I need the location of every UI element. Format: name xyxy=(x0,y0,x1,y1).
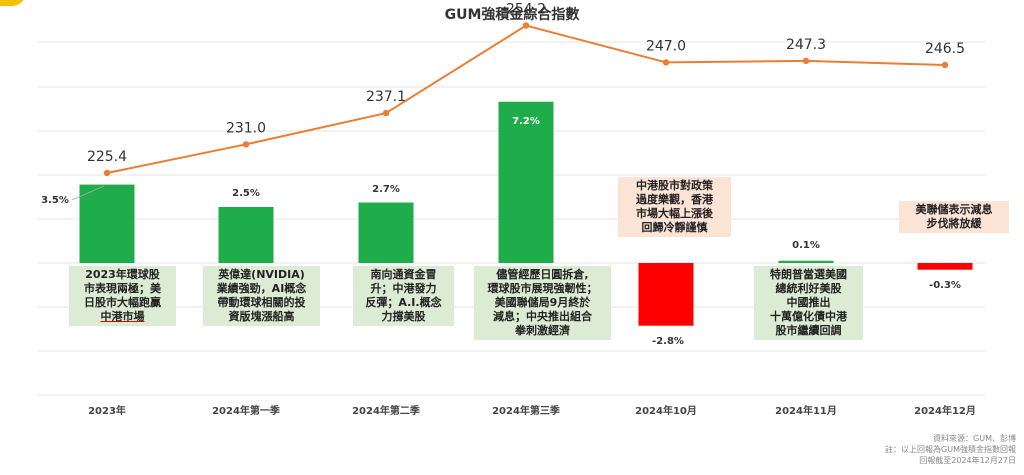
annotation-line: 步伐將放緩 xyxy=(926,217,982,230)
x-tick-label: 2024年第一季 xyxy=(212,404,281,417)
index-point xyxy=(103,169,111,177)
annotation-line: 資版塊漲船高 xyxy=(228,310,295,323)
annotation-line: 特朗普當選美國 xyxy=(770,268,847,281)
return-note: 註：以上回報為GUM強積金指數回報 xyxy=(885,445,1016,454)
x-tick-label: 2023年 xyxy=(88,404,126,417)
annotation-line: 拳刺激經濟 xyxy=(515,324,570,337)
annotation-line: 業績強勁，AI概念 xyxy=(216,282,307,295)
index-point xyxy=(242,141,250,148)
annotation-line: 市表現兩極；美 xyxy=(84,282,161,295)
bar xyxy=(917,263,973,270)
index-point xyxy=(522,22,530,29)
annotation-line: 回歸冷靜謹慎 xyxy=(641,221,708,234)
bar xyxy=(638,263,694,326)
annotation-line: 股市繼續回調 xyxy=(775,324,842,337)
index-value-label: 246.5 xyxy=(925,41,965,57)
bar-value-label: -0.3% xyxy=(929,280,961,291)
annotation-line: 減息；中央推出組合 xyxy=(493,310,592,323)
chart-title: GUM強積金綜合指數 xyxy=(444,7,580,23)
label-leader-line xyxy=(71,185,105,201)
bar xyxy=(778,260,834,263)
bar xyxy=(218,207,274,263)
x-tick-label: 2024年11月 xyxy=(775,404,837,417)
bar xyxy=(358,202,414,263)
x-tick-label: 2024年12月 xyxy=(914,404,976,417)
annotation-line: 升；中港發力 xyxy=(370,282,437,295)
bar-value-label: -2.8% xyxy=(652,336,684,347)
annotation-line: 市場大幅上漲後 xyxy=(636,207,713,220)
annotation-line: 中港市場 xyxy=(100,310,145,323)
annotation-line: 中港股市對政策 xyxy=(636,179,713,192)
annotation-line: 環球股市展現強韌性； xyxy=(487,282,598,295)
index-value-label: 231.0 xyxy=(226,120,266,136)
annotation-line: 日股市大幅跑贏 xyxy=(84,296,161,309)
x-tick-label: 2024年第三季 xyxy=(492,404,561,417)
annotation-box: 中港股市對政策 過度樂觀，香港 市場大幅上漲後 回歸冷靜謹慎 xyxy=(618,177,731,237)
bar-value-label: 0.1% xyxy=(792,240,820,251)
annotation-box: 儘管經歷日圓拆倉, 環球股市展現強韌性； 美國聯儲局9月終於 減息；中央推出組合 拳刺激… xyxy=(474,266,611,340)
index-value-label: 237.1 xyxy=(366,89,406,105)
annotation-box: 2023年環球股 市表現兩極；美 日股市大幅跑贏 中港市場 xyxy=(69,266,176,326)
date-note: 回報截至2024年12月27日 xyxy=(919,456,1016,465)
index-point xyxy=(941,61,949,69)
bar-value-label: 7.2% xyxy=(512,116,540,127)
annotation-line: 帶動環球相關的投 xyxy=(217,296,306,309)
annotation-line: 反彈；A.I.概念 xyxy=(365,296,442,309)
annotation-line: 英偉達(NVIDIA) xyxy=(218,268,305,281)
x-tick-label: 2024年10月 xyxy=(635,404,697,417)
annotation-box: 英偉達(NVIDIA) 業績強勁，AI概念 帶動環球相關的投 資版塊漲船高 xyxy=(203,266,320,326)
bar-value-label: 2.7% xyxy=(372,184,400,195)
index-point xyxy=(802,57,810,65)
index-value-label: 247.0 xyxy=(646,38,686,54)
index-point xyxy=(382,109,390,117)
annotation-line: 南向通資金冒 xyxy=(370,268,437,281)
x-tick-label: 2024年第二季 xyxy=(352,404,421,417)
bar-value-label: 2.5% xyxy=(232,188,260,199)
annotation-line: 儘管經歷日圓拆倉, xyxy=(496,268,589,281)
annotation-line: 總統利好美股 xyxy=(775,282,842,295)
index-value-label: 254.2 xyxy=(506,2,546,18)
bar xyxy=(498,101,554,263)
logo-mark xyxy=(0,0,26,6)
annotation-box: 特朗普當選美國 總統利好美股 中國推出 十萬億化債中港 股市繼續回調 xyxy=(754,266,863,340)
annotation-line: 2023年環球股 xyxy=(85,268,160,281)
annotation-line: 美聯儲表示減息 xyxy=(915,203,993,216)
annotation-line: 力撐美股 xyxy=(381,310,426,323)
annotation-line: 美國聯儲局9月終於 xyxy=(494,296,591,309)
annotation-box: 南向通資金冒 升；中港發力 反彈；A.I.概念 力撐美股 xyxy=(353,266,454,326)
source-note: 資料來源：GUM、彭博 xyxy=(933,434,1016,443)
index-point xyxy=(662,59,670,66)
annotation-line: 十萬億化債中港 xyxy=(770,310,847,323)
index-value-label: 247.3 xyxy=(786,37,826,53)
annotation-line: 中國推出 xyxy=(786,296,831,309)
index-value-label: 225.4 xyxy=(87,149,127,165)
annotation-box: 美聯儲表示減息 步伐將放緩 xyxy=(899,201,1009,233)
bar xyxy=(79,184,135,263)
annotation-line: 過度樂觀，香港 xyxy=(636,193,713,206)
bar-value-label: 3.5% xyxy=(41,195,69,206)
